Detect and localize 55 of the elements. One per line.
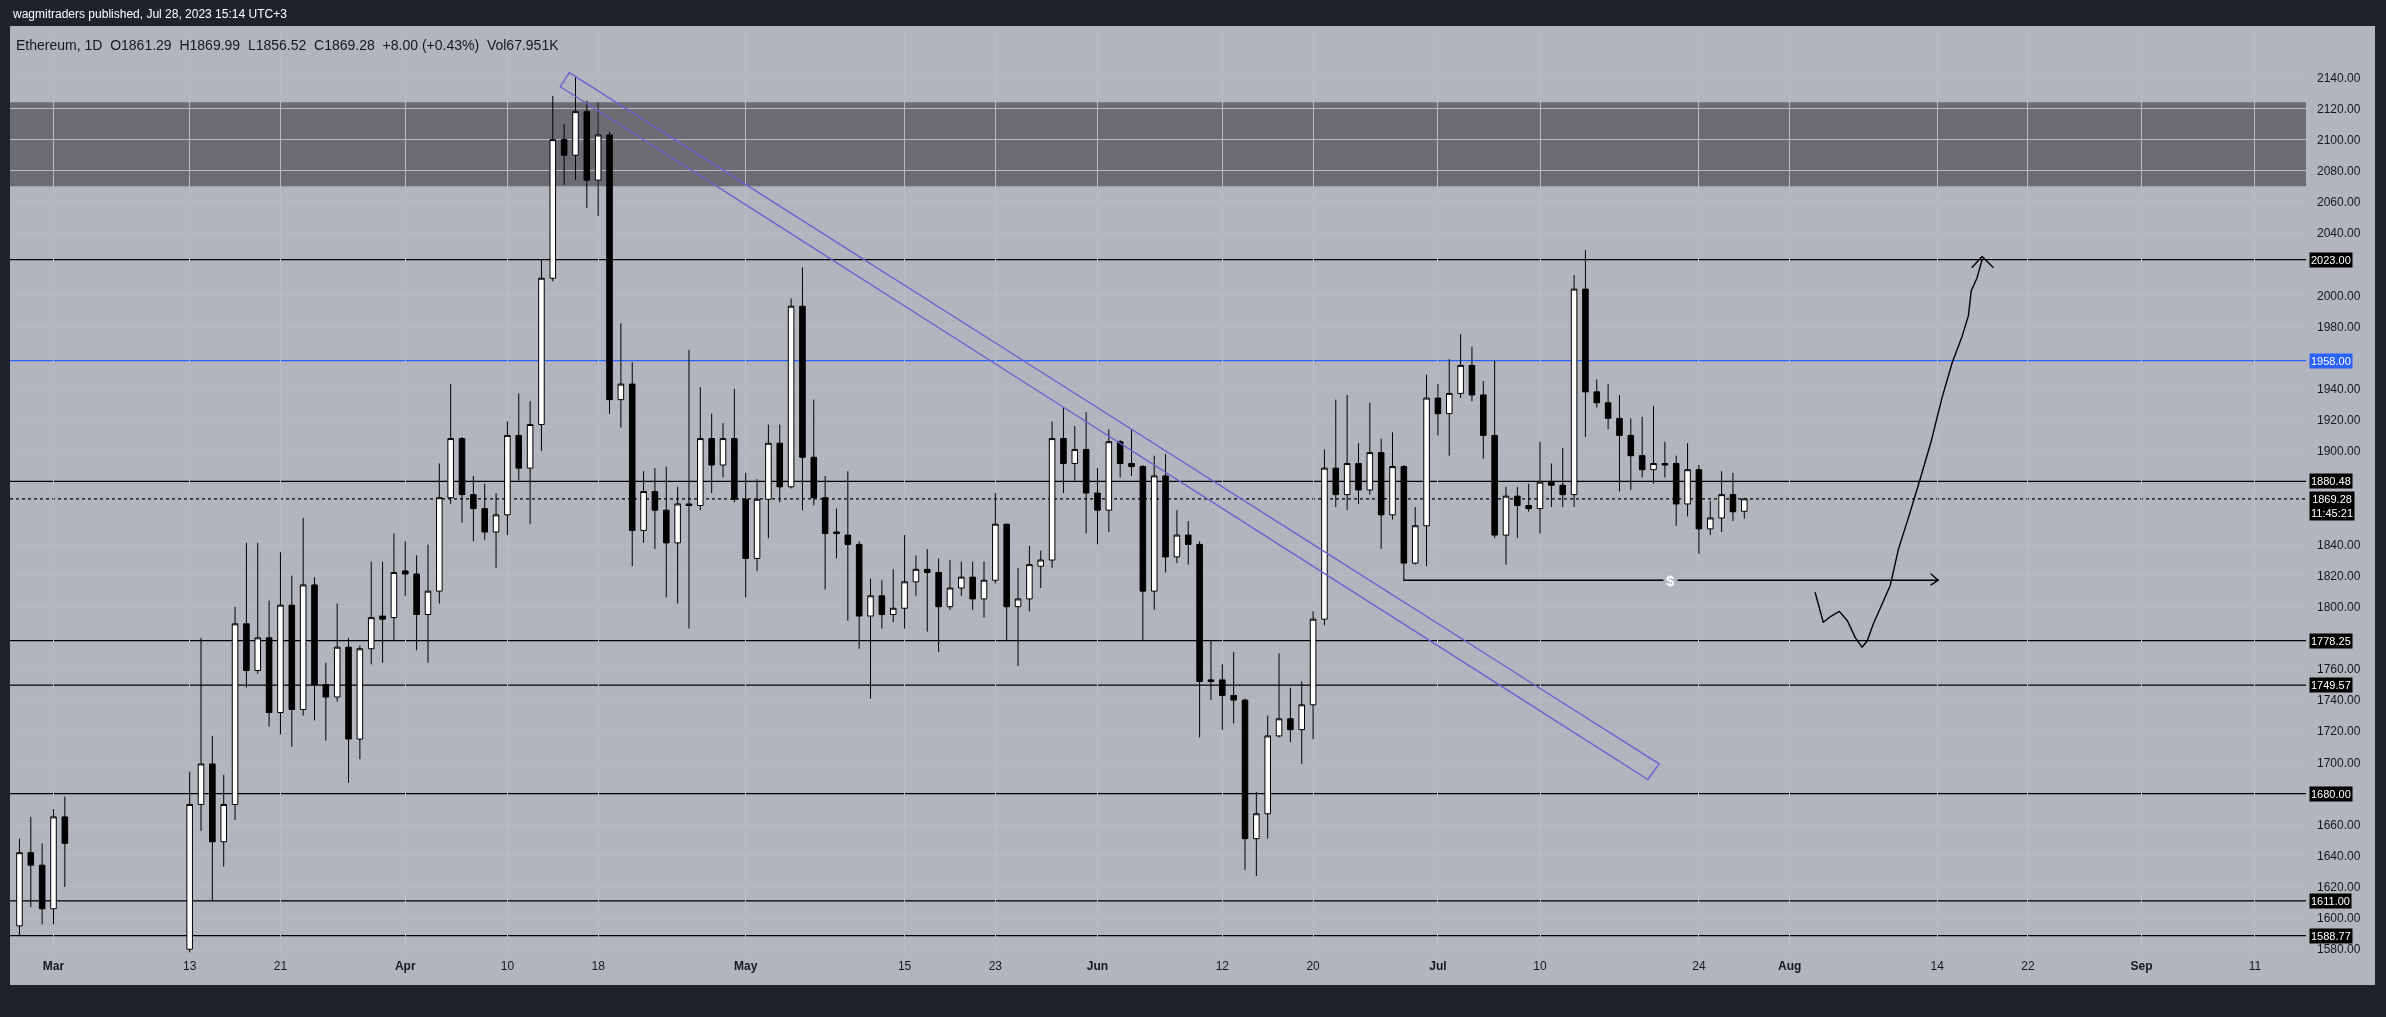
x-tick-label: 20: [1306, 959, 1321, 973]
text: wagmitraders published, Jul 28, 2023 15:14 UTC+3: [12, 7, 288, 21]
y-tick-label: 2040.00: [2317, 226, 2361, 241]
y-tick-label: 1580.00: [2317, 942, 2361, 957]
x-tick-label: 21: [273, 959, 288, 973]
y-tick-label: 1980.00: [2317, 319, 2361, 334]
x-tick-label: 13: [182, 959, 197, 973]
ref-line-label: 1680.00: [2311, 788, 2351, 800]
y-tick-label: 2120.00: [2317, 101, 2361, 116]
x-tick-label: 23: [988, 959, 1003, 973]
x-tick-label: May: [734, 959, 758, 973]
ref-line-label: 1869.28 11:45:21: [2311, 493, 2354, 520]
ref-line-label: 1958.00: [2311, 355, 2351, 367]
y-tick-label: 1720.00: [2317, 724, 2361, 739]
y-tick-label: 1660.00: [2317, 817, 2361, 832]
x-tick-label: 11: [2248, 959, 2262, 973]
x-tick-label: Sep: [2130, 959, 2153, 973]
x-tick-label: 12: [1215, 959, 1230, 973]
text: Ethereum, 1D O1861.29 H1869.99 L1856.52 C1869.28 +8.00 (+0.43%) Vol67.951K: [16, 36, 560, 53]
y-tick-label: 1700.00: [2317, 755, 2361, 770]
x-tick-label: Jun: [1086, 959, 1109, 973]
ref-line-label: 1778.25: [2311, 635, 2351, 647]
x-tick-label: Mar: [42, 959, 65, 973]
y-tick-label: 2060.00: [2317, 195, 2361, 210]
x-tick-label: Aug: [1778, 959, 1802, 973]
x-tick-label: 18: [591, 959, 606, 973]
y-tick-label: 1600.00: [2317, 911, 2361, 926]
y-tick-label: 2140.00: [2317, 70, 2361, 85]
x-tick-label: 10: [1533, 959, 1548, 973]
y-tick-label: 1620.00: [2317, 880, 2361, 895]
ref-line-label: 1588.77: [2311, 930, 2351, 942]
ref-line-label: 1749.57: [2311, 679, 2351, 691]
x-tick-label: 14: [1930, 959, 1945, 973]
x-tick-label: Apr: [394, 959, 416, 973]
y-tick-label: 1760.00: [2317, 662, 2361, 677]
y-tick-label: 1900.00: [2317, 444, 2361, 459]
y-tick-label: 1800.00: [2317, 599, 2361, 614]
y-tick-label: 2100.00: [2317, 132, 2361, 147]
x-tick-label: 10: [500, 959, 515, 973]
x-tick-label: 22: [2021, 959, 2035, 973]
ref-line-label: 1611.00: [2311, 895, 2350, 907]
x-tick-label: 24: [1692, 959, 1706, 973]
y-tick-label: 1940.00: [2317, 381, 2361, 396]
ref-line-label: 1880.48: [2311, 475, 2351, 487]
y-tick-label: 1840.00: [2317, 537, 2361, 552]
y-tick-label: 1820.00: [2317, 568, 2361, 583]
y-tick-label: 2000.00: [2317, 288, 2361, 303]
y-tick-label: 1740.00: [2317, 693, 2361, 708]
y-tick-label: 1920.00: [2317, 413, 2361, 428]
annotation: $: [1666, 572, 1675, 589]
y-tick-label: 1640.00: [2317, 849, 2361, 863]
x-tick-label: 15: [897, 959, 912, 973]
y-tick-label: 2080.00: [2317, 163, 2361, 178]
x-tick-label: Jul: [1429, 959, 1447, 973]
ref-line-label: 2023.00: [2311, 254, 2351, 266]
